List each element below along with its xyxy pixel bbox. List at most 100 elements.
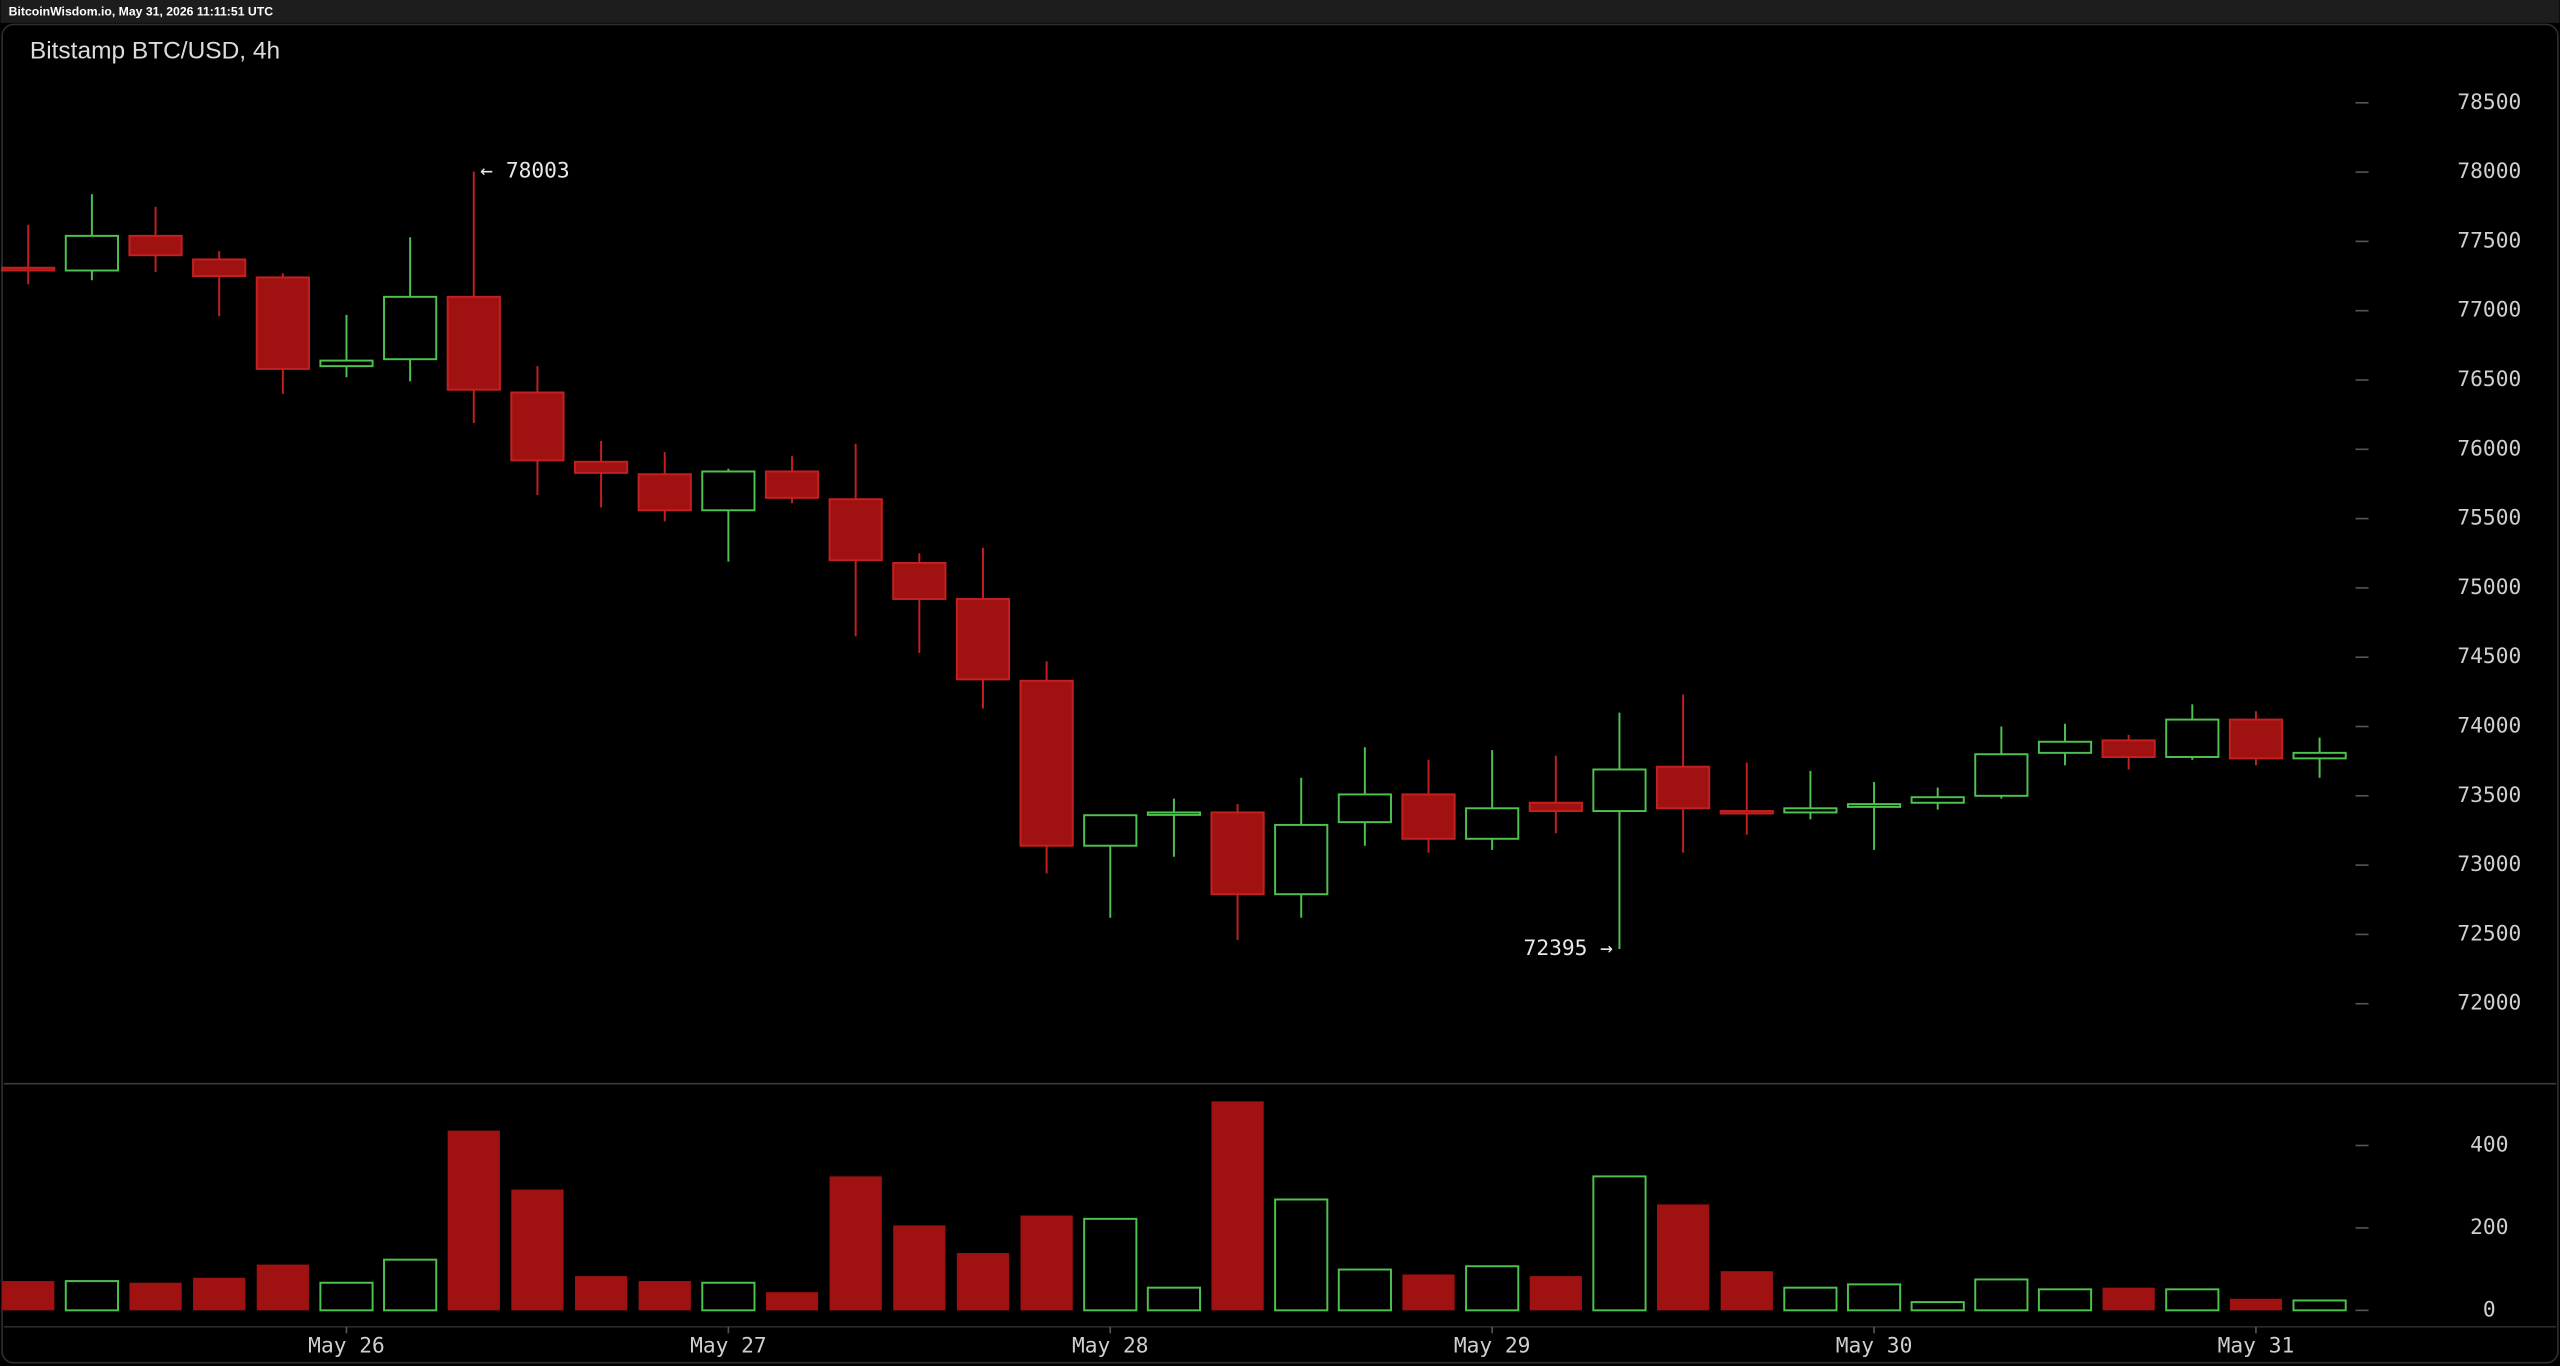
candle-body bbox=[319, 359, 374, 368]
y-tick-label: 72000 bbox=[2457, 991, 2521, 1016]
volume-bar bbox=[1529, 1276, 1582, 1311]
candle-body bbox=[764, 470, 820, 499]
volume-bar bbox=[1783, 1286, 1838, 1312]
y-tick-label: 78500 bbox=[2457, 90, 2521, 115]
candle-body bbox=[2165, 718, 2220, 758]
y-tick-label: 200 bbox=[2470, 1215, 2508, 1240]
candle-body bbox=[1401, 793, 1456, 840]
candle-body bbox=[2037, 740, 2093, 754]
candle-body bbox=[128, 234, 183, 257]
candle-body bbox=[701, 470, 756, 512]
x-tick-label: May 26 bbox=[308, 1333, 385, 1358]
candle-body bbox=[828, 498, 883, 562]
candle-body bbox=[1783, 807, 1838, 814]
volume-bar bbox=[1910, 1301, 1965, 1312]
volume-bar bbox=[1720, 1271, 1773, 1311]
candle-body bbox=[1274, 823, 1329, 896]
candle-body bbox=[1974, 753, 2029, 797]
volume-bar bbox=[2292, 1299, 2347, 1312]
volume-bar bbox=[64, 1280, 119, 1312]
volume-bar bbox=[2102, 1287, 2155, 1311]
y-tick-label: 75000 bbox=[2457, 575, 2521, 600]
volume-bar bbox=[956, 1253, 1010, 1311]
annotation: 72395 → bbox=[1524, 936, 1614, 961]
x-tick-label: May 29 bbox=[1454, 1333, 1531, 1358]
candle-body bbox=[446, 295, 501, 391]
volume-bar bbox=[2165, 1288, 2220, 1312]
candle-body bbox=[1146, 811, 1202, 816]
volume-bar bbox=[1974, 1278, 2029, 1312]
volume-bar bbox=[2037, 1288, 2093, 1312]
y-tick-label: 77500 bbox=[2457, 228, 2521, 253]
volume-bar bbox=[1337, 1268, 1392, 1312]
y-tick-label: 73000 bbox=[2457, 852, 2521, 877]
y-tick-label: 78000 bbox=[2457, 159, 2521, 184]
y-tick-label: 400 bbox=[2470, 1132, 2508, 1157]
volume-bar bbox=[1465, 1265, 1520, 1312]
x-tick-label: May 31 bbox=[2218, 1333, 2295, 1358]
volume-bar bbox=[2, 1281, 55, 1311]
candle-body bbox=[192, 258, 247, 278]
y-tick-label: 75500 bbox=[2457, 506, 2521, 531]
candle-body bbox=[1846, 803, 1902, 808]
candle-body bbox=[1083, 814, 1138, 847]
y-tick-label: 76000 bbox=[2457, 436, 2521, 461]
header-bar bbox=[0, 0, 2560, 23]
volume-bar bbox=[319, 1281, 374, 1312]
y-tick-label: 77000 bbox=[2457, 298, 2521, 323]
volume-bar bbox=[1146, 1286, 1202, 1312]
candle-body bbox=[573, 460, 629, 474]
volume-bar bbox=[129, 1282, 182, 1311]
candle-body bbox=[1719, 810, 1774, 815]
candle-body bbox=[1337, 793, 1392, 824]
candle-body bbox=[1910, 796, 1965, 804]
candle-body bbox=[383, 295, 438, 361]
y-tick-label: 74500 bbox=[2457, 644, 2521, 669]
volume-bar bbox=[1656, 1204, 1710, 1311]
candle-body bbox=[2292, 751, 2347, 760]
y-tick-label: 0 bbox=[2483, 1297, 2496, 1322]
volume-bar bbox=[765, 1292, 819, 1311]
candle-body bbox=[955, 598, 1011, 681]
candle-body bbox=[510, 391, 565, 462]
candle-body bbox=[637, 473, 692, 512]
volume-bar bbox=[574, 1276, 628, 1311]
candle-body bbox=[1592, 768, 1647, 813]
x-tick-label: May 28 bbox=[1072, 1333, 1149, 1358]
chart-frame bbox=[1, 23, 2559, 1364]
chart-title: Bitstamp BTC/USD, 4h bbox=[30, 38, 280, 65]
volume-bar bbox=[1083, 1217, 1138, 1312]
candle-body bbox=[1210, 811, 1265, 896]
candle-body bbox=[1656, 765, 1711, 810]
x-tick-label: May 30 bbox=[1836, 1333, 1913, 1358]
candle-body bbox=[1, 266, 56, 272]
candle-body bbox=[64, 234, 119, 272]
candle-body bbox=[1465, 807, 1520, 840]
y-tick-label: 76500 bbox=[2457, 367, 2521, 392]
volume-bar bbox=[193, 1277, 246, 1311]
y-tick-label: 72500 bbox=[2457, 921, 2521, 946]
candle-body bbox=[1019, 679, 1074, 847]
x-tick-label: May 27 bbox=[690, 1333, 767, 1358]
volume-bar bbox=[383, 1258, 438, 1312]
volume-bar bbox=[256, 1264, 309, 1311]
volume-bar bbox=[511, 1189, 564, 1311]
volume-bar bbox=[701, 1281, 756, 1312]
candle-body bbox=[1528, 801, 1583, 813]
volume-bar bbox=[447, 1130, 500, 1311]
volume-bar bbox=[893, 1225, 946, 1311]
volume-bar bbox=[1211, 1101, 1264, 1311]
volume-bar bbox=[638, 1281, 691, 1311]
volume-bar bbox=[1592, 1175, 1647, 1312]
candle-body bbox=[255, 276, 310, 370]
y-tick-label: 74000 bbox=[2457, 714, 2521, 739]
volume-bar bbox=[1020, 1215, 1073, 1311]
volume-bar bbox=[2229, 1298, 2283, 1311]
candle-body bbox=[2228, 718, 2284, 760]
volume-bar bbox=[1274, 1198, 1329, 1312]
volume-bar bbox=[1402, 1274, 1455, 1311]
candle-body bbox=[2101, 739, 2156, 758]
